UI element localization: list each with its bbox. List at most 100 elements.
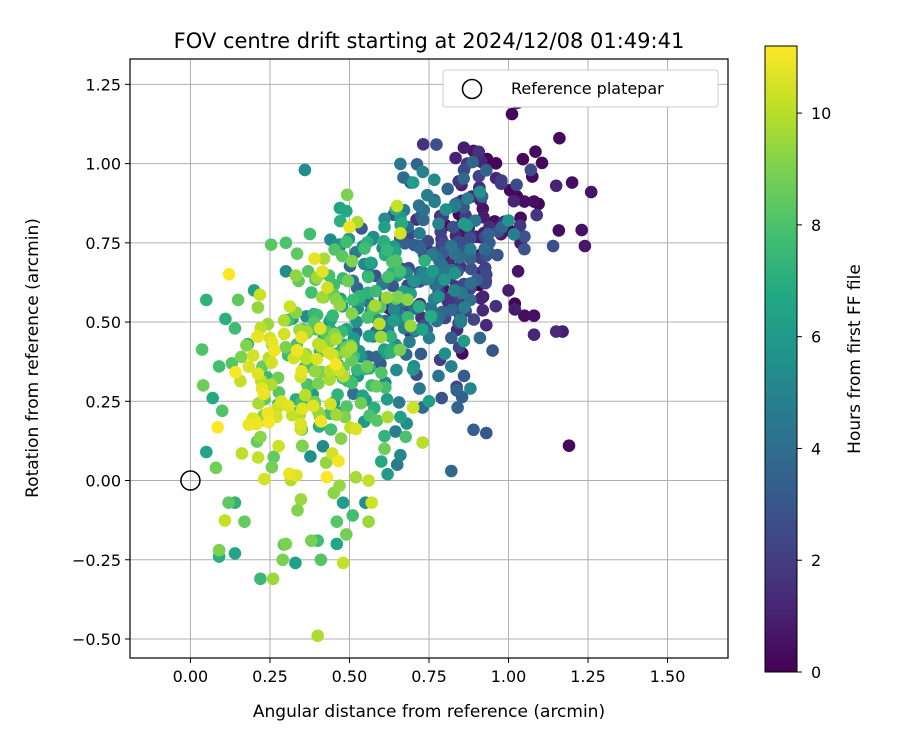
data-point (290, 344, 304, 357)
data-point (406, 363, 420, 376)
x-tick-label: 0.00 (173, 667, 209, 686)
data-point (384, 330, 398, 343)
data-point (279, 340, 293, 354)
data-point (426, 264, 440, 278)
data-point (445, 360, 458, 373)
data-point (446, 220, 460, 234)
legend: Reference platepar (442, 69, 719, 108)
data-point (314, 553, 328, 567)
data-point (329, 332, 343, 346)
data-point (416, 138, 430, 151)
colorbar-tick-label: 2 (811, 551, 821, 570)
data-point (316, 265, 329, 278)
data-point (324, 423, 338, 436)
data-point (480, 268, 493, 281)
data-point (453, 313, 467, 326)
data-point (472, 145, 486, 159)
data-point (340, 400, 353, 413)
data-point (505, 107, 519, 121)
data-point (251, 301, 265, 314)
data-point (473, 185, 487, 199)
y-tick-label: 0.00 (85, 472, 121, 491)
data-point (399, 430, 413, 444)
data-point (584, 185, 598, 199)
data-point (336, 556, 350, 570)
data-point (326, 309, 340, 322)
data-point (553, 131, 566, 145)
data-point (414, 347, 428, 361)
data-point (365, 496, 379, 510)
x-tick-label: 0.75 (411, 667, 447, 686)
data-point (389, 254, 403, 268)
data-point (200, 293, 213, 307)
data-point (562, 439, 576, 453)
data-point (546, 239, 560, 253)
data-point (283, 467, 296, 481)
data-point (527, 309, 541, 323)
data-point (330, 537, 344, 551)
data-point (466, 155, 479, 169)
data-point (354, 396, 368, 410)
data-point (295, 439, 309, 453)
data-point (316, 440, 330, 453)
data-point (529, 145, 542, 158)
data-point (235, 350, 248, 364)
data-point (394, 410, 407, 424)
colorbar-tick-label: 8 (811, 216, 821, 235)
x-tick-label: 1.25 (570, 667, 606, 686)
data-point (294, 417, 308, 431)
data-point (457, 217, 471, 231)
data-point (578, 239, 592, 253)
data-point (340, 188, 354, 202)
data-point (358, 242, 371, 255)
data-point (527, 328, 541, 342)
data-point (319, 456, 333, 470)
data-point (380, 243, 394, 257)
data-point (445, 331, 458, 345)
colorbar-label: Hours from first FF file (845, 264, 865, 454)
data-point (364, 256, 378, 270)
data-point (222, 496, 235, 510)
data-point (417, 213, 430, 227)
data-point (258, 472, 271, 486)
data-point (464, 277, 478, 290)
data-point (393, 343, 407, 357)
data-point (312, 377, 325, 390)
data-point (212, 360, 226, 373)
data-point (283, 300, 297, 313)
y-tick-label: 0.75 (85, 234, 121, 253)
data-point (195, 343, 209, 356)
data-point (401, 293, 414, 307)
data-point (340, 204, 353, 218)
data-point (486, 344, 499, 357)
data-point (565, 176, 579, 189)
data-point (333, 479, 346, 493)
data-point (295, 364, 308, 378)
data-point (457, 334, 471, 348)
data-point (314, 339, 328, 352)
data-point (441, 182, 455, 196)
data-point (530, 208, 543, 222)
data-point (403, 335, 416, 349)
data-point (343, 220, 356, 234)
data-point (511, 265, 525, 278)
data-point (397, 171, 410, 184)
data-point (360, 360, 374, 373)
data-point (381, 467, 394, 481)
legend-label: Reference platepar (511, 79, 664, 98)
colorbar-tick-label: 6 (811, 328, 821, 347)
data-point (438, 273, 451, 286)
x-tick-label: 1.00 (491, 667, 527, 686)
colorbar: 0 2 4 6 8 10 Hours from first FF file (764, 45, 865, 682)
data-point (480, 318, 493, 332)
data-point (489, 157, 503, 170)
data-point (502, 284, 515, 297)
data-point (406, 401, 420, 414)
data-point (320, 470, 334, 484)
data-point (268, 344, 281, 357)
data-point (467, 313, 481, 326)
data-point (394, 157, 407, 171)
y-axis-label: Rotation from reference (arcmin) (23, 218, 43, 498)
data-point (412, 199, 426, 212)
data-point (432, 369, 445, 383)
